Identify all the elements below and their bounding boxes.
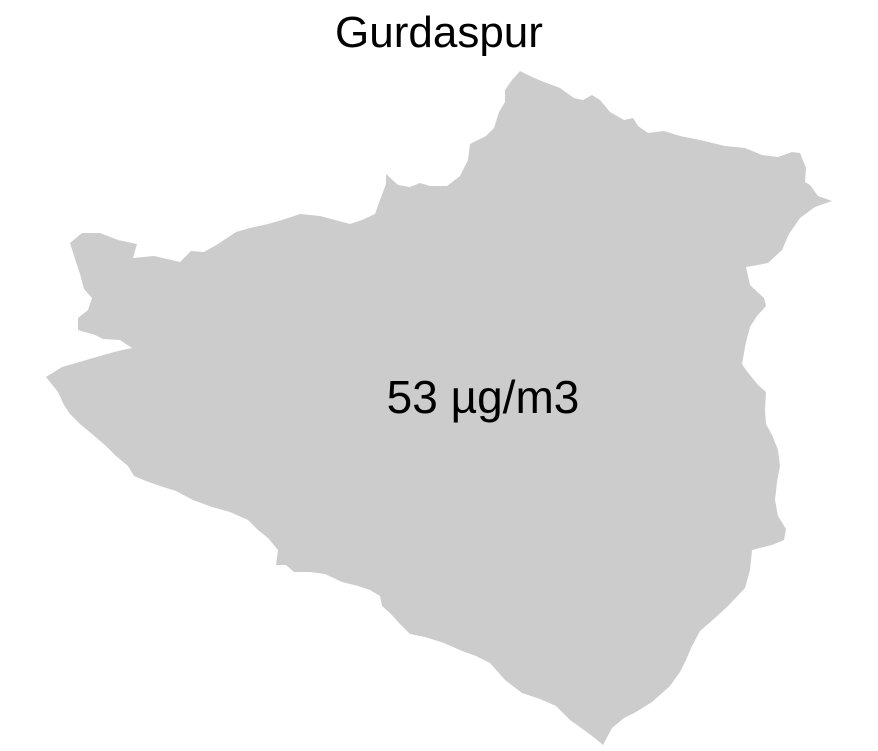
district-region-gurdaspur bbox=[46, 71, 832, 745]
district-value-label: 53 µg/m3 bbox=[387, 371, 580, 423]
map-title: Gurdaspur bbox=[335, 8, 543, 57]
